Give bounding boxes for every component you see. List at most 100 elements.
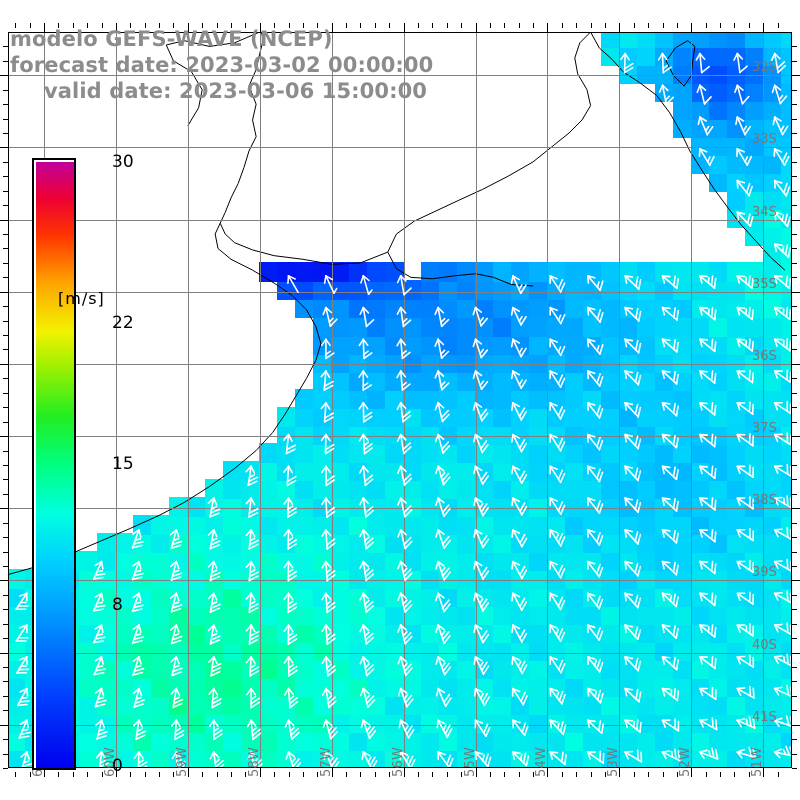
major-tick [792, 580, 800, 581]
major-tick [792, 653, 800, 654]
minor-tick [58, 772, 59, 777]
minor-tick [734, 772, 735, 777]
minor-tick [663, 772, 664, 777]
major-tick [691, 23, 692, 32]
lat-label-35S: 35S [752, 276, 777, 292]
minor-tick [3, 46, 8, 47]
minor-tick [360, 772, 361, 777]
lat-label-33S: 33S [752, 132, 777, 148]
major-tick [44, 768, 45, 777]
minor-tick [3, 609, 8, 610]
colorbar-gradient [36, 162, 74, 768]
minor-tick [15, 772, 16, 777]
minor-tick [519, 23, 520, 28]
minor-tick [245, 23, 246, 28]
minor-tick [289, 23, 290, 28]
colorbar-unit-label: [m/s] [58, 289, 105, 308]
minor-tick [720, 23, 721, 28]
minor-tick [217, 772, 218, 777]
minor-tick [792, 191, 797, 192]
minor-tick [461, 23, 462, 28]
minor-tick [605, 23, 606, 28]
major-tick [619, 23, 620, 32]
minor-tick [792, 595, 797, 596]
minor-tick [591, 772, 592, 777]
minor-tick [792, 537, 797, 538]
minor-tick [792, 710, 797, 711]
minor-tick [289, 772, 290, 777]
minor-tick [73, 23, 74, 28]
minor-tick [3, 681, 8, 682]
minor-tick [3, 133, 8, 134]
left-axis-ticks [0, 32, 8, 769]
lat-label-32S: 32S [752, 60, 777, 76]
minor-tick [245, 772, 246, 777]
map-plot-area[interactable] [8, 32, 792, 768]
minor-tick [303, 23, 304, 28]
major-tick [404, 23, 405, 32]
minor-tick [792, 523, 797, 524]
minor-tick [778, 772, 779, 777]
minor-tick [749, 772, 750, 777]
minor-tick [778, 23, 779, 28]
minor-tick [792, 133, 797, 134]
minor-tick [102, 23, 103, 28]
minor-tick [706, 772, 707, 777]
minor-tick [375, 23, 376, 28]
minor-tick [634, 772, 635, 777]
minor-tick [792, 739, 797, 740]
major-tick [0, 147, 8, 148]
major-tick [547, 768, 548, 777]
minor-tick [130, 23, 131, 28]
minor-tick [173, 772, 174, 777]
minor-tick [3, 479, 8, 480]
minor-tick [3, 739, 8, 740]
minor-tick [648, 772, 649, 777]
minor-tick [274, 772, 275, 777]
minor-tick [3, 537, 8, 538]
minor-tick [217, 23, 218, 28]
minor-tick [3, 321, 8, 322]
colorbar-tick-8: 8 [112, 594, 123, 615]
lat-label-36S: 36S [752, 348, 777, 364]
minor-tick [3, 263, 8, 264]
minor-tick [102, 772, 103, 777]
minor-tick [792, 566, 797, 567]
minor-tick [3, 335, 8, 336]
minor-tick [317, 23, 318, 28]
minor-tick [3, 595, 8, 596]
minor-tick [576, 23, 577, 28]
lat-label-37S: 37S [752, 421, 777, 437]
minor-tick [3, 176, 8, 177]
minor-tick [792, 104, 797, 105]
major-tick [0, 364, 8, 365]
minor-tick [375, 772, 376, 777]
minor-tick [3, 349, 8, 350]
minor-tick [360, 23, 361, 28]
major-tick [260, 23, 261, 32]
lon-label-53W: 53W [606, 747, 622, 777]
lat-label-40S: 40S [752, 637, 777, 653]
minor-tick [231, 23, 232, 28]
minor-tick [792, 277, 797, 278]
minor-tick [734, 23, 735, 28]
minor-tick [3, 205, 8, 206]
lon-label-51W: 51W [750, 747, 766, 777]
major-tick [476, 23, 477, 32]
minor-tick [792, 494, 797, 495]
minor-tick [792, 667, 797, 668]
title-model: modelo GEFS-WAVE (NCEP) [10, 27, 333, 51]
minor-tick [3, 638, 8, 639]
major-tick [260, 768, 261, 777]
minor-tick [706, 23, 707, 28]
minor-tick [576, 772, 577, 777]
right-axis-ticks [792, 32, 800, 769]
major-tick [792, 725, 800, 726]
major-tick [188, 768, 189, 777]
minor-tick [792, 638, 797, 639]
minor-tick [792, 624, 797, 625]
lon-label-52W: 52W [678, 747, 694, 777]
minor-tick [792, 681, 797, 682]
minor-tick [317, 772, 318, 777]
colorbar-tick-15: 15 [112, 454, 134, 474]
